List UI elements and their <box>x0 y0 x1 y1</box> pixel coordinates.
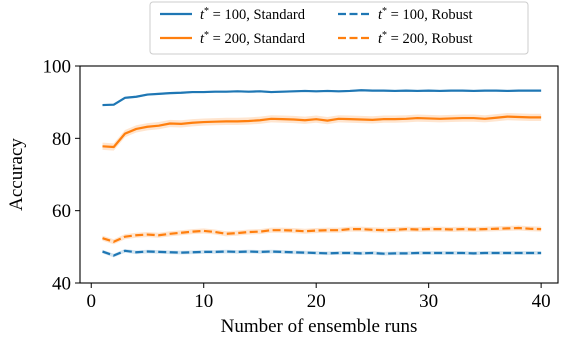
legend-entry-2: t* = 100, Robust <box>338 6 473 24</box>
x-tick-label: 40 <box>532 291 551 312</box>
confidence-band-3 <box>102 225 542 245</box>
y-tick-label: 80 <box>52 129 71 150</box>
x-tick-label: 0 <box>86 291 96 312</box>
series-line-2 <box>102 249 542 257</box>
legend: t* = 100, Standard t* = 200, Standard t* =… <box>149 1 529 55</box>
legend-label: t* = 100, Standard <box>200 6 306 24</box>
x-tick-label: 30 <box>419 291 438 312</box>
x-tick-label: 20 <box>307 291 326 312</box>
series-line-1 <box>102 115 542 149</box>
series-line-0 <box>102 89 542 107</box>
confidence-bands <box>102 89 542 258</box>
series-lines <box>102 89 542 257</box>
y-tick-label: 60 <box>52 201 71 222</box>
y-tick-label: 40 <box>52 274 71 295</box>
legend-label: t* = 200, Standard <box>200 30 306 48</box>
x-tick-label: 10 <box>194 291 213 312</box>
y-tick-label: 100 <box>43 57 72 78</box>
y-axis-label: Accuracy <box>6 138 27 211</box>
legend-box <box>149 1 529 55</box>
legend-entry-3: t* = 200, Robust <box>338 30 473 48</box>
plot-frame <box>79 65 559 284</box>
y-axis-ticks: 40 60 80 100 <box>43 57 80 295</box>
series-line-3 <box>102 226 542 243</box>
legend-label: t* = 100, Robust <box>378 6 473 24</box>
legend-entry-0: t* = 100, Standard <box>160 6 306 24</box>
legend-label: t* = 200, Robust <box>378 30 473 48</box>
x-axis-label: Number of ensemble runs <box>221 316 418 337</box>
legend-entry-1: t* = 200, Standard <box>160 30 306 48</box>
x-axis-ticks: 0 10 20 30 40 <box>86 283 551 312</box>
